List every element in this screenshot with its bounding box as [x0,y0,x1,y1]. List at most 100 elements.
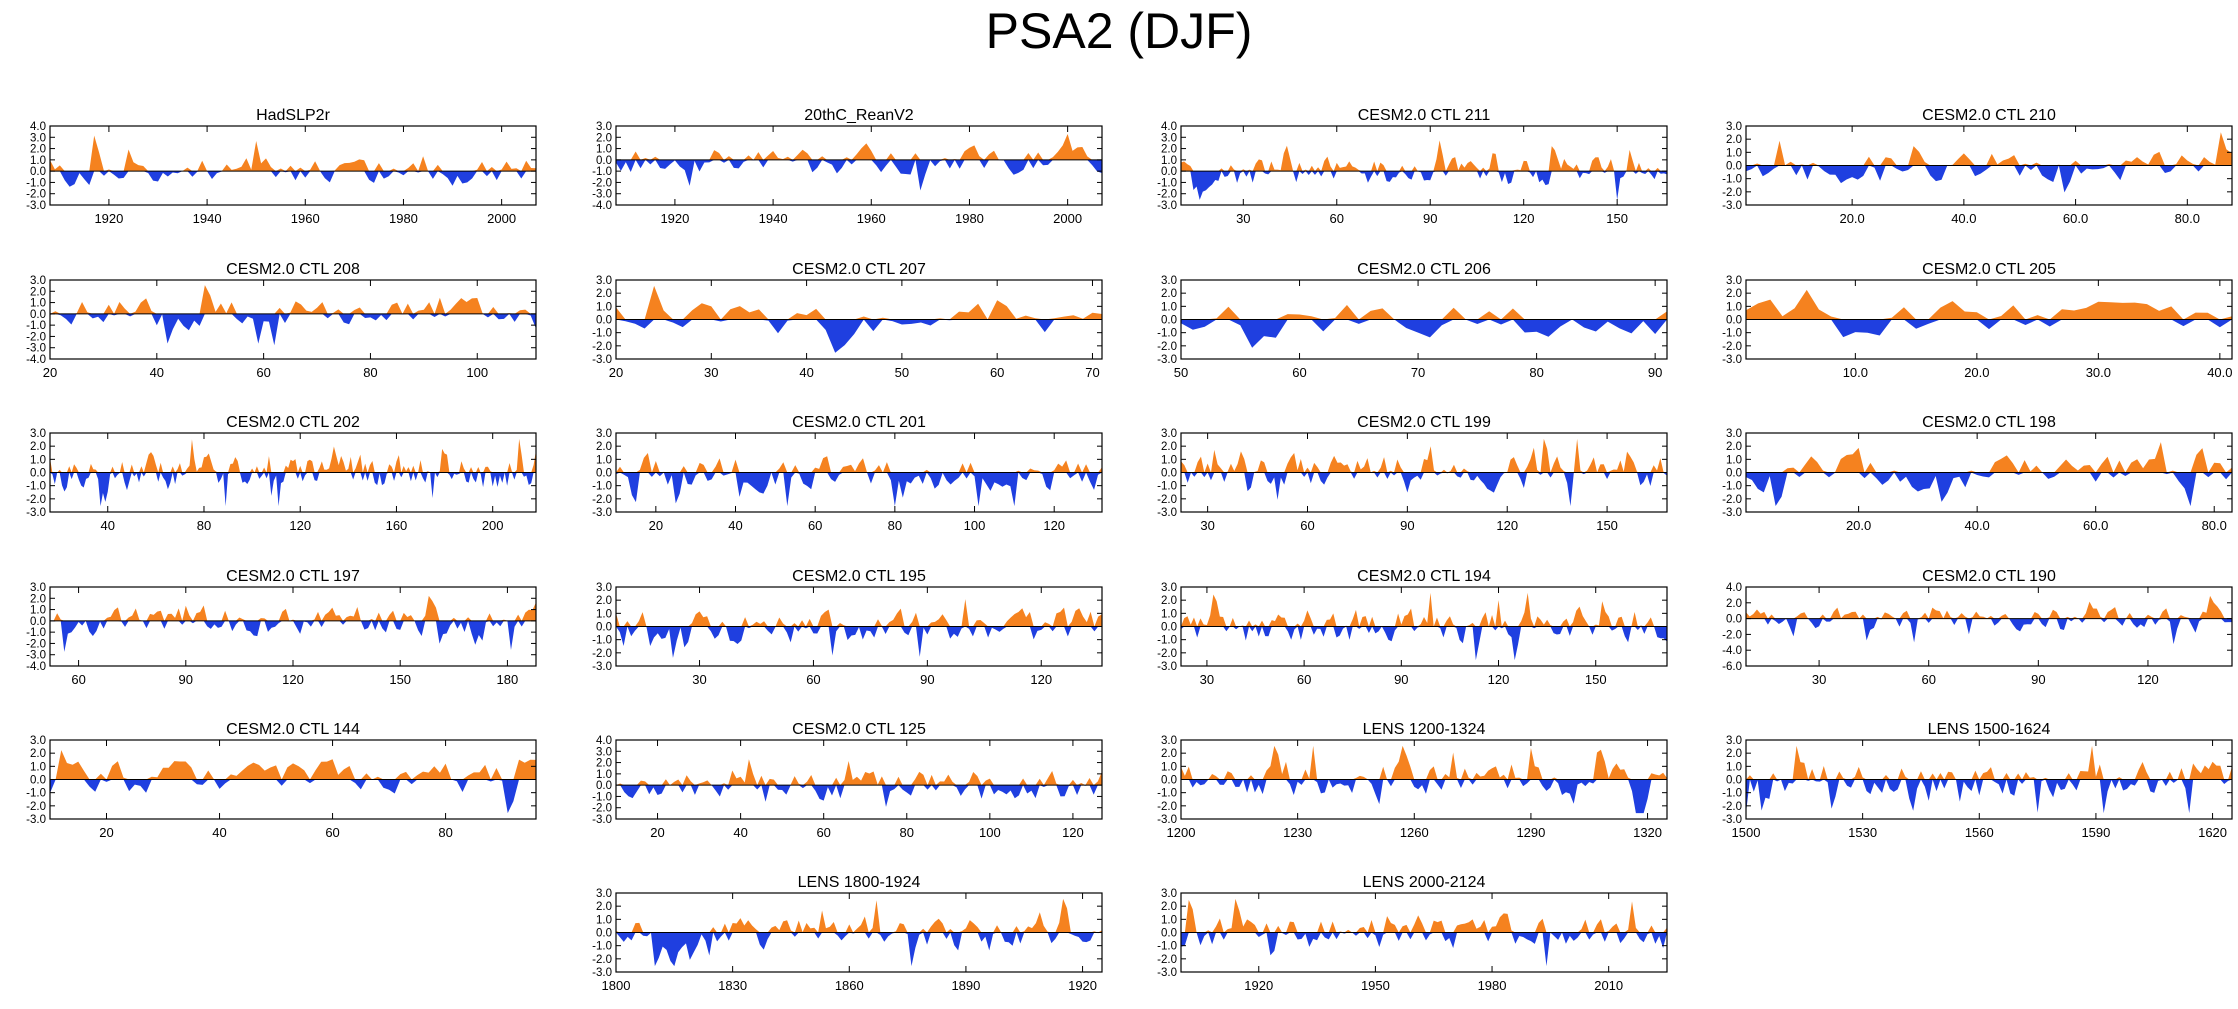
x-tick-label: 180 [497,672,519,687]
y-tick-label: 1.0 [1161,155,1177,167]
y-tick-label: 3.0 [596,888,612,900]
x-tick-label: 1960 [857,211,886,226]
y-tick-label: 1.0 [30,298,46,310]
chart-panel: CESM2.0 CTL 210 -3.0-2.0-1.00.0 1.02.03.0 2… [1722,107,2233,226]
x-tick-label: 1860 [835,978,864,993]
negative-area [1181,472,1667,507]
y-tick-label: 0.0 [1726,315,1742,327]
x-tick-label: 10.0 [1843,365,1868,380]
y-tick-label: -1.0 [1157,481,1177,493]
x-tick-label: 1920 [1244,978,1273,993]
panel-title: CESM2.0 CTL 125 [792,721,926,738]
y-tick-label: 1.0 [1726,454,1742,466]
x-tick-label: 80 [438,825,452,840]
y-tick-label: -2.0 [26,189,46,201]
y-tick-label: 0.0 [1726,468,1742,480]
y-tick-label: 2.0 [596,758,612,770]
x-tick-label: 80.0 [2175,211,2200,226]
y-tick-label: 3.0 [1161,735,1177,747]
positive-area [1181,438,1667,473]
chart-panel: HadSLP2r -3.0-2.0-1.00.01.02.03.04.0 1920 1… [26,107,537,226]
y-tick-label: 1.0 [1726,301,1742,313]
y-tick-label: -1.0 [592,328,612,340]
y-tick-label: 2.0 [1726,598,1742,610]
chart-panel: CESM2.0 CTL 195 -3.0-2.0-1.00.0 1.02.03.0 3… [592,568,1103,687]
x-tick-label: 60 [71,672,85,687]
panel-title: CESM2.0 CTL 202 [226,414,360,431]
negative-area [1746,319,2232,338]
y-tick-label: 0.0 [596,622,612,634]
x-tick-label: 60.0 [2063,211,2088,226]
panel-title: CESM2.0 CTL 199 [1357,414,1491,431]
y-tick-label: -2.0 [26,331,46,343]
plot-frame [615,739,1103,820]
x-tick-label: 1620 [2198,825,2227,840]
y-tick-label: -1.0 [26,320,46,332]
y-tick-label: 1.0 [1726,761,1742,773]
y-tick-label: 2.0 [1726,748,1742,760]
x-tick-label: 120 [289,518,311,533]
panel-title: 20thC_ReanV2 [804,107,914,124]
y-tick-label: -4.0 [26,354,46,366]
panel-title: CESM2.0 CTL 205 [1922,261,2056,278]
y-tick-label: 3.0 [30,275,46,287]
y-tick-label: -1.0 [592,635,612,647]
positive-area [1181,304,1667,320]
x-tick-label: 150 [1585,672,1607,687]
positive-area [50,135,536,172]
positive-area [1181,140,1667,172]
x-tick-label: 120 [2137,672,2159,687]
y-tick-label: 0.0 [1726,775,1742,787]
y-tick-label: 2.0 [596,901,612,913]
x-tick-label: 40 [728,518,742,533]
y-tick-label: 1.0 [596,144,612,156]
x-tick-label: 60 [1292,365,1306,380]
y-tick-label: -2.0 [1157,189,1177,201]
y-tick-label: -1.0 [1722,481,1742,493]
y-tick-label: -1.0 [592,166,612,178]
positive-area [1181,898,1667,933]
positive-area [1746,132,2232,166]
x-tick-label: 80 [363,365,377,380]
negative-area [1746,472,2232,507]
x-tick-label: 90 [920,672,934,687]
y-tick-label: -2.0 [1722,341,1742,353]
positive-area [1746,442,2232,473]
y-tick-label: 0.0 [596,155,612,167]
x-tick-label: 120 [1488,672,1510,687]
y-tick-label: 0.0 [1726,161,1742,173]
y-tick-label: 1.0 [30,605,46,617]
y-tick-label: -1.0 [592,791,612,803]
x-tick-label: 1320 [1633,825,1662,840]
panel-title: CESM2.0 CTL 197 [226,568,360,585]
x-tick-label: 20 [609,365,623,380]
positive-area [616,285,1102,320]
x-tick-label: 1590 [2081,825,2110,840]
x-tick-label: 150 [389,672,411,687]
x-tick-label: 1560 [1965,825,1994,840]
positive-area [50,595,536,621]
y-tick-label: -3.0 [592,814,612,826]
y-tick-label: -4.0 [26,661,46,673]
y-tick-label: 2.0 [1726,288,1742,300]
negative-area [616,159,1102,191]
x-tick-label: 2010 [1594,978,1623,993]
x-tick-label: 70 [1411,365,1425,380]
x-tick-label: 80 [900,825,914,840]
y-tick-label: 1.0 [596,914,612,926]
positive-area [50,438,536,473]
y-tick-label: 2.0 [1161,144,1177,156]
y-tick-label: 0.0 [30,616,46,628]
y-tick-label: 1.0 [1161,761,1177,773]
y-tick-label: 3.0 [30,428,46,440]
positive-area [1746,595,2232,619]
y-tick-label: -2.0 [592,494,612,506]
negative-area [1181,779,1667,814]
x-tick-label: 2000 [1053,211,1082,226]
negative-area [50,620,536,652]
x-tick-label: 90 [1394,672,1408,687]
chart-panel: CESM2.0 CTL 205 -3.0-2.0-1.00.0 1.02.03.0 1… [1722,261,2233,380]
x-tick-label: 60 [1330,211,1344,226]
x-tick-label: 20.0 [1846,518,1871,533]
